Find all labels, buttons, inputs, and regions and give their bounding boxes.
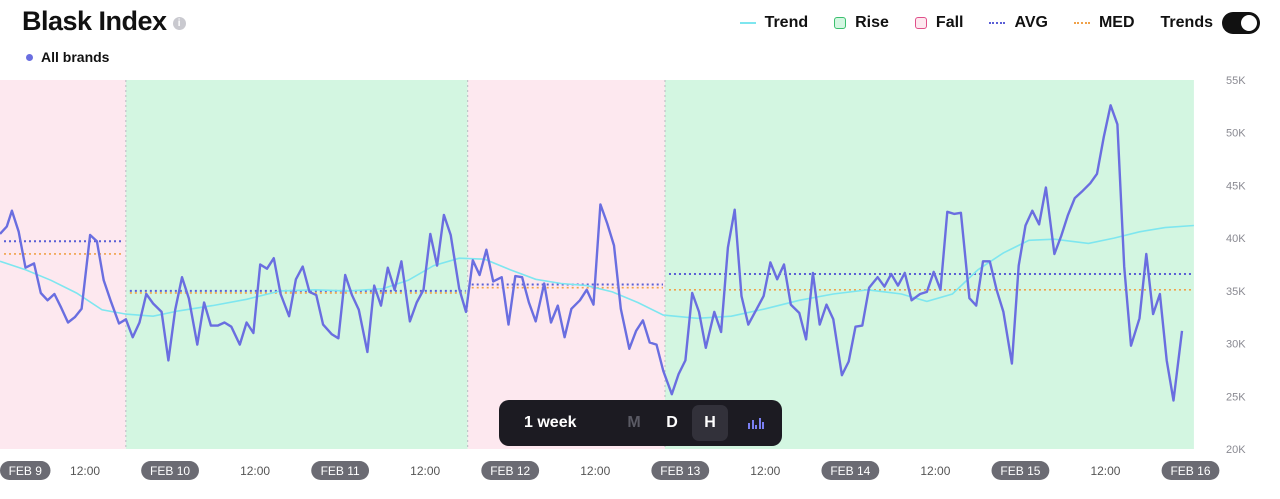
- x-tick-label: FEB 11: [321, 464, 360, 478]
- x-tick-label: FEB 10: [150, 464, 190, 478]
- y-tick-label: 20K: [1226, 444, 1246, 456]
- x-tick-label: FEB 13: [660, 464, 700, 478]
- period-fall-2: [467, 80, 665, 449]
- legend-trend-label: Trend: [764, 14, 809, 31]
- x-tick-label: FEB 12: [490, 464, 530, 478]
- trend-line: [0, 224, 1194, 320]
- x-day-pill: [481, 461, 540, 480]
- x-day-pill: [651, 461, 710, 480]
- range-selector[interactable]: 1 week: [524, 414, 577, 431]
- y-tick-label: 50K: [1226, 128, 1246, 140]
- x-tick-label: 12:00: [70, 464, 100, 478]
- x-day-pill: [1161, 461, 1220, 480]
- x-tick-label: 12:00: [750, 464, 780, 478]
- y-tick-label: 45K: [1226, 180, 1246, 192]
- x-day-pill: [991, 461, 1050, 480]
- y-tick-label: 40K: [1226, 233, 1246, 245]
- x-tick-label: FEB 16: [1170, 464, 1210, 478]
- legend-rise[interactable]: Rise: [834, 14, 889, 32]
- bar-chart-icon[interactable]: [748, 417, 766, 429]
- legend-med[interactable]: MED: [1073, 14, 1135, 32]
- legend-rise-label: Rise: [855, 14, 889, 31]
- period-fall-0: [0, 80, 126, 449]
- x-day-pill: [141, 461, 199, 480]
- x-tick-label: FEB 14: [830, 464, 870, 478]
- interval-toolbar: 1 week M D H: [499, 400, 782, 446]
- chart-legend: Trend Rise Fall AVG MED Trends: [714, 12, 1260, 34]
- x-tick-label: 12:00: [580, 464, 610, 478]
- x-day-pill: [821, 461, 880, 480]
- brand-label: All brands: [41, 49, 110, 65]
- x-tick-label: 12:00: [920, 464, 950, 478]
- page-title: Blask Index: [22, 6, 167, 36]
- legend-avg-label: AVG: [1014, 14, 1048, 31]
- brand-filter[interactable]: All brands: [26, 49, 109, 65]
- period-rise-3: [664, 80, 1194, 449]
- x-day-pill: [311, 461, 370, 480]
- title-row: Blask Index i: [22, 6, 186, 37]
- x-day-pill: [0, 461, 51, 480]
- period-rise-1: [125, 80, 468, 449]
- y-tick-label: 25K: [1226, 391, 1246, 403]
- trends-toggle-label: Trends: [1160, 14, 1213, 31]
- x-tick-label: FEB 15: [1000, 464, 1040, 478]
- legend-med-label: MED: [1098, 14, 1135, 31]
- interval-hour-button[interactable]: H: [692, 405, 728, 441]
- legend-trend[interactable]: Trend: [739, 14, 809, 32]
- brand-dot-icon: [26, 53, 33, 61]
- trends-toggle-group: Trends: [1161, 12, 1260, 34]
- series-line-all-brands: [0, 104, 1184, 402]
- med-line-icon: [1073, 22, 1090, 24]
- x-tick-label: FEB 9: [9, 464, 43, 478]
- trends-toggle[interactable]: [1222, 12, 1260, 34]
- avg-line-icon: [989, 22, 1006, 24]
- fall-swatch-icon: [914, 17, 927, 29]
- legend-fall[interactable]: Fall: [914, 14, 964, 32]
- interval-month-button[interactable]: M: [627, 414, 641, 431]
- rise-swatch-icon: [834, 17, 847, 29]
- legend-fall-label: Fall: [935, 14, 964, 31]
- interval-day-button[interactable]: D: [666, 414, 678, 431]
- toggle-knob: [1241, 15, 1257, 31]
- y-tick-label: 55K: [1226, 75, 1246, 87]
- legend-avg[interactable]: AVG: [989, 14, 1048, 32]
- trend-line-icon: [739, 22, 756, 24]
- x-tick-label: 12:00: [1090, 464, 1120, 478]
- y-tick-label: 35K: [1226, 286, 1246, 298]
- x-tick-label: 12:00: [410, 464, 440, 478]
- x-tick-label: 12:00: [240, 464, 270, 478]
- y-tick-label: 30K: [1226, 339, 1246, 351]
- info-icon[interactable]: i: [172, 16, 186, 30]
